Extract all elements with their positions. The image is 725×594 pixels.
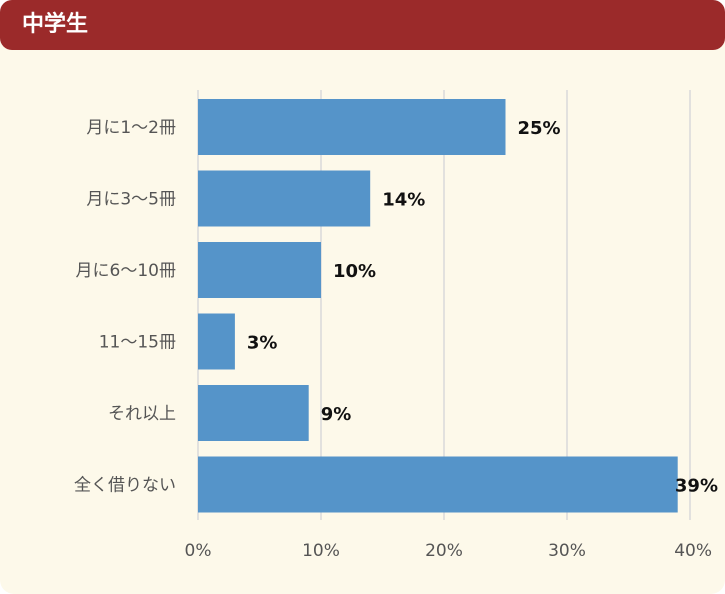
x-tick-label: 40% [674, 541, 712, 561]
category-label: 月に3〜5冊 [86, 190, 176, 210]
chart-title: 中学生 [0, 0, 725, 50]
category-label: 月に1〜2冊 [86, 118, 176, 138]
category-label: 月に6〜10冊 [76, 261, 176, 281]
data-label: 39% [675, 476, 718, 497]
bar [198, 99, 506, 155]
bar [198, 313, 235, 370]
x-tick-label: 20% [425, 541, 463, 561]
data-label: 25% [518, 118, 561, 139]
data-label: 9% [321, 404, 352, 425]
x-tick-label: 30% [548, 541, 586, 561]
bar [198, 170, 371, 227]
bar [198, 242, 321, 298]
category-label: それ以上 [108, 404, 176, 424]
category-label: 全く借りない [74, 476, 176, 496]
category-label: 11〜15冊 [99, 333, 176, 353]
bar [198, 385, 309, 441]
data-label: 14% [382, 190, 425, 211]
x-tick-label: 0% [185, 541, 212, 561]
data-label: 10% [333, 261, 376, 282]
chart-header: 中学生 [0, 0, 725, 50]
x-tick-label: 10% [302, 541, 340, 561]
bar [198, 456, 678, 513]
data-label: 3% [247, 333, 278, 354]
